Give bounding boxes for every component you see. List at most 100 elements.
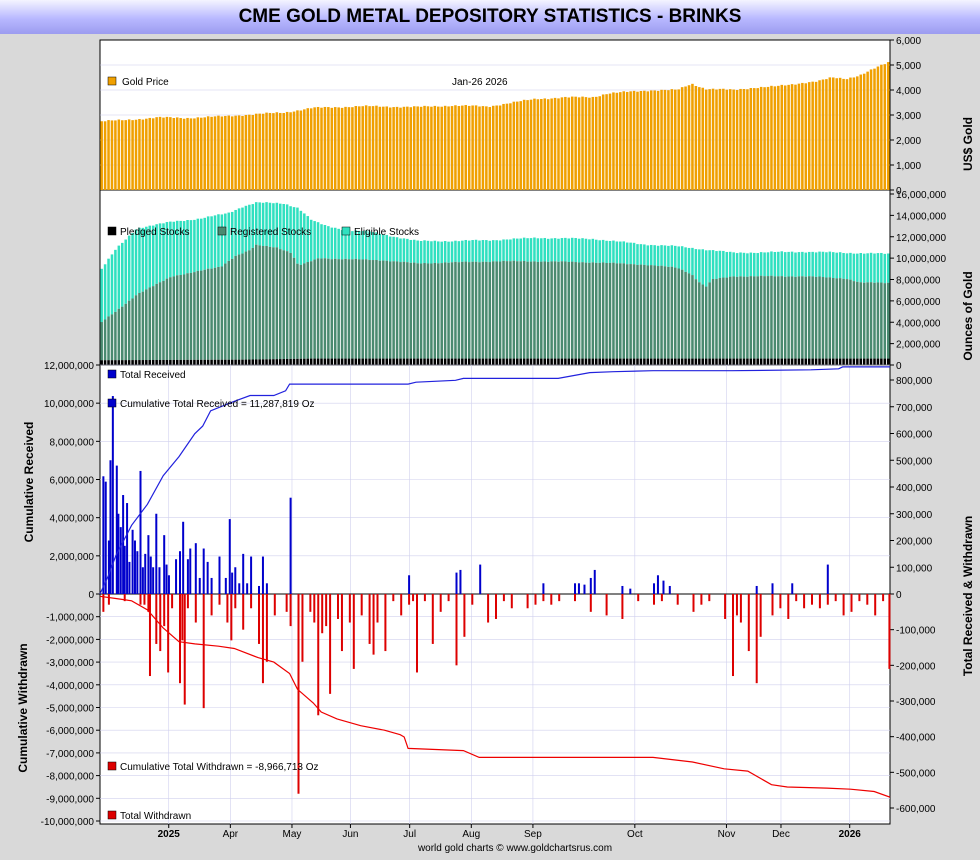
price-bar: [148, 117, 152, 190]
price-bar: [663, 89, 667, 190]
eligible-stock-bar: [230, 211, 234, 259]
eligible-stock-bar: [419, 240, 423, 264]
pledged-stock-bar: [337, 358, 340, 365]
registered-stock-bar: [100, 322, 103, 361]
price-bar: [622, 91, 626, 190]
pledged-stock-bar: [488, 358, 492, 365]
eligible-stock-bar: [275, 202, 279, 248]
eligible-stock-bar: [309, 219, 313, 262]
pledged-stock-bar: [505, 358, 509, 365]
registered-stock-bar: [546, 261, 550, 359]
registered-stock-bar: [478, 262, 481, 359]
withdrawn-bar: [297, 594, 300, 794]
price-bar: [347, 107, 351, 190]
registered-stock-bar: [588, 262, 591, 359]
withdrawn-bar: [408, 594, 411, 605]
pledged-stock-bar: [388, 358, 392, 365]
price-bar: [392, 107, 395, 190]
received-bar: [668, 585, 671, 594]
registered-stock-bar: [368, 260, 371, 359]
withdrawn-bar: [202, 594, 205, 709]
price-bar: [151, 118, 155, 190]
pledged-stock-bar: [735, 358, 739, 365]
eligible-stock-bar: [495, 240, 498, 262]
legend-swatch-eligible: [341, 226, 351, 236]
eligible-stock-bar: [783, 252, 787, 277]
withdrawn-bar: [818, 594, 821, 609]
price-bar: [753, 88, 756, 190]
eligible-stock-bar: [306, 216, 310, 263]
registered-stock-bar: [268, 246, 272, 360]
withdrawn-bar: [230, 594, 233, 641]
registered-stock-bar: [883, 283, 887, 359]
pledged-stock-bar: [244, 359, 248, 365]
eligible-stock-bar: [801, 251, 804, 277]
pledged-stock-bar: [667, 358, 670, 365]
registered-stock-bar: [457, 262, 461, 359]
registered-stock-bar: [495, 261, 498, 359]
price-bar: [454, 105, 457, 190]
price-bar: [330, 107, 334, 190]
flows-xtick-label: Oct: [627, 829, 643, 840]
price-bar: [550, 98, 553, 190]
pledged-stock-bar: [708, 358, 711, 365]
registered-stock-bar: [509, 261, 512, 359]
registered-stock-bar: [735, 276, 739, 359]
registered-stock-bar: [859, 282, 863, 359]
registered-stock-bar: [450, 262, 454, 359]
price-bar: [237, 115, 241, 190]
pledged-stock-bar: [698, 358, 701, 365]
registered-stock-bar: [540, 261, 543, 359]
withdrawn-bar: [148, 594, 151, 677]
price-bar: [375, 105, 378, 190]
registered-stock-bar: [375, 259, 378, 359]
withdrawn-bar: [218, 594, 221, 605]
registered-stock-bar: [426, 263, 430, 359]
price-bar: [876, 66, 880, 190]
registered-stock-bar: [485, 261, 488, 359]
eligible-stock-bar: [471, 240, 474, 262]
pledged-stock-bar: [790, 358, 794, 365]
eligible-stock-bar: [753, 252, 756, 277]
received-bar: [234, 567, 237, 594]
price-bar: [402, 106, 406, 190]
eligible-stock-bar: [601, 239, 605, 263]
price-bar: [770, 85, 773, 190]
registered-stock-bar: [756, 276, 759, 359]
pledged-stock-bar: [728, 358, 732, 365]
eligible-stock-bar: [536, 238, 540, 262]
pledged-stock-bar: [467, 358, 471, 365]
eligible-stock-bar: [598, 240, 601, 263]
withdrawn-bar: [605, 594, 608, 616]
registered-stock-bar: [481, 261, 485, 359]
received-bar: [139, 470, 142, 594]
stocks-ytick-label: 8,000,000: [896, 276, 941, 287]
withdrawn-bar: [325, 594, 328, 627]
eligible-stock-bar: [474, 239, 478, 262]
withdrawn-bar: [471, 594, 474, 605]
registered-stock-bar: [732, 276, 735, 359]
flows-xtick-label: Jul: [403, 829, 416, 840]
eligible-stock-bar: [574, 238, 577, 263]
registered-stock-bar: [406, 262, 409, 359]
pledged-stock-bar: [636, 358, 639, 365]
price-bar: [526, 100, 529, 190]
withdrawn-bar: [289, 594, 292, 627]
received-bar: [826, 564, 829, 594]
eligible-stock-bar: [550, 238, 553, 262]
price-bar: [320, 107, 323, 190]
price-bar: [433, 105, 437, 190]
received-bar: [258, 585, 260, 594]
pledged-stock-bar: [474, 358, 478, 365]
eligible-stock-bar: [509, 239, 512, 262]
pledged-stock-bar: [749, 358, 753, 365]
registered-stock-bar: [529, 261, 533, 359]
withdrawn-bar: [143, 594, 146, 605]
registered-stock-bar: [866, 282, 869, 359]
registered-stock-bar: [138, 292, 141, 361]
pledged-stock-bar: [254, 359, 258, 365]
registered-stock-bar: [526, 261, 529, 359]
withdrawn-bar: [301, 594, 304, 662]
withdrawn-bar: [171, 594, 174, 609]
registered-stock-bar: [382, 260, 385, 359]
